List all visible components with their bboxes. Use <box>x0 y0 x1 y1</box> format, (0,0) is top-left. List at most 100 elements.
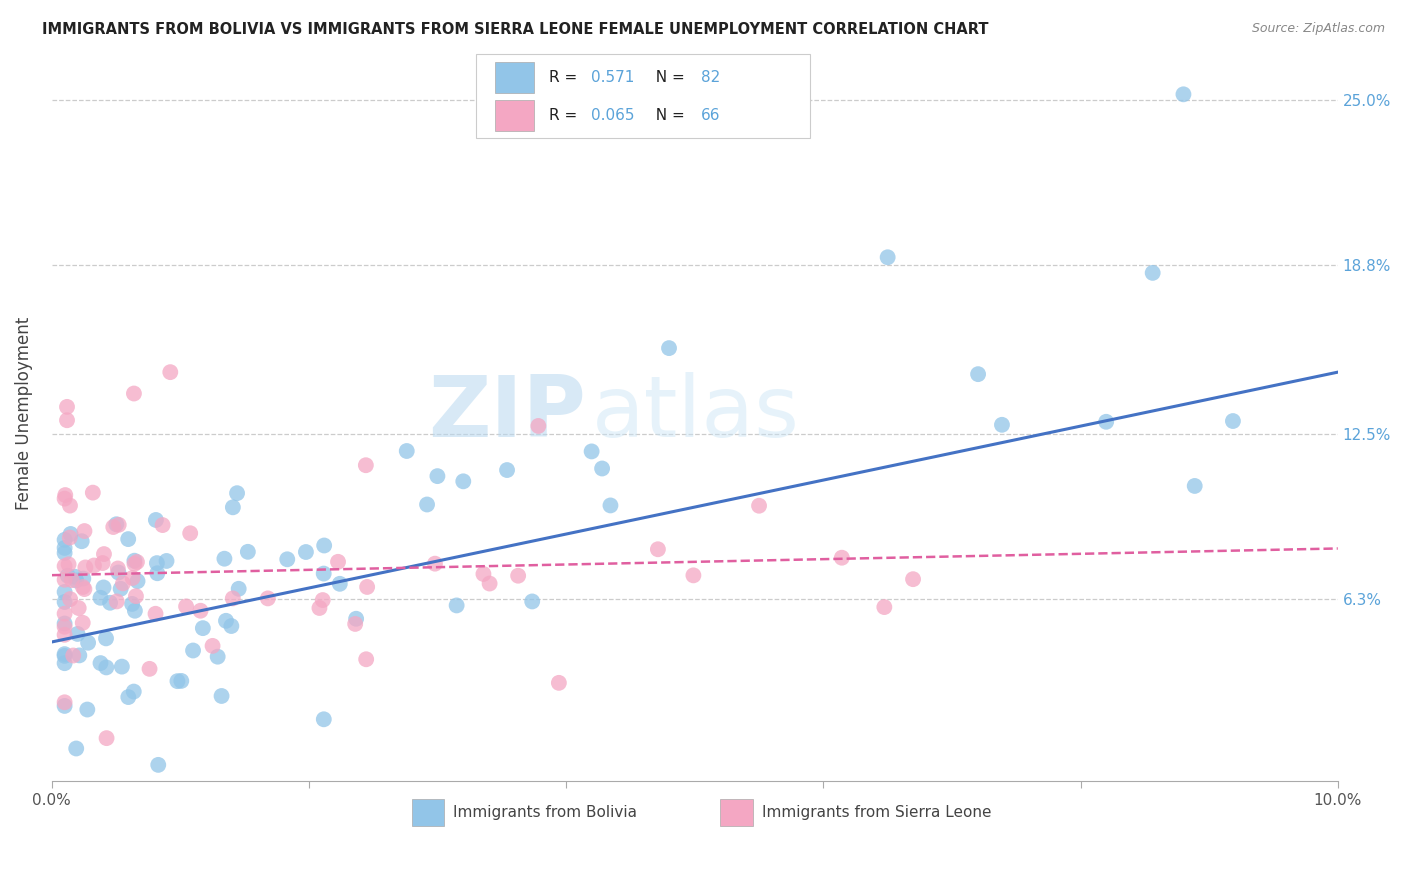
Point <box>831 550 853 565</box>
Point <box>53 695 76 709</box>
Point <box>111 659 134 673</box>
Text: IMMIGRANTS FROM BOLIVIA VS IMMIGRANTS FROM SIERRA LEONE FEMALE UNEMPLOYMENT CORR: IMMIGRANTS FROM BOLIVIA VS IMMIGRANTS FR… <box>42 22 988 37</box>
Point <box>547 676 569 690</box>
Point <box>152 518 174 533</box>
Point <box>423 557 446 571</box>
FancyBboxPatch shape <box>477 54 810 138</box>
Point <box>110 582 132 596</box>
Point <box>453 475 475 489</box>
Point <box>191 621 214 635</box>
Point <box>72 572 94 586</box>
Point <box>70 534 93 549</box>
Point <box>53 647 76 661</box>
Point <box>146 566 169 581</box>
Y-axis label: Female Unemployment: Female Unemployment <box>15 317 32 510</box>
Point <box>228 582 250 596</box>
Point <box>682 568 704 582</box>
Point <box>122 386 145 401</box>
Point <box>155 554 177 568</box>
Text: R =: R = <box>550 108 582 123</box>
Bar <box>495 100 534 131</box>
Point <box>426 469 449 483</box>
Point <box>75 560 97 574</box>
Point <box>66 627 89 641</box>
Point <box>146 556 169 570</box>
Point <box>591 461 613 475</box>
Point <box>1222 414 1244 428</box>
Point <box>472 566 495 581</box>
Point <box>73 582 96 596</box>
Point <box>446 599 468 613</box>
Point <box>53 607 76 621</box>
Point <box>107 561 129 575</box>
Point <box>329 576 352 591</box>
Text: 0.065: 0.065 <box>591 108 634 123</box>
Point <box>53 585 76 599</box>
Point <box>122 684 145 698</box>
Point <box>73 524 96 538</box>
Point <box>354 652 377 666</box>
Point <box>496 463 519 477</box>
Point <box>111 576 134 591</box>
Text: Immigrants from Bolivia: Immigrants from Bolivia <box>453 805 637 820</box>
Point <box>67 601 90 615</box>
Point <box>145 513 167 527</box>
Point <box>59 499 82 513</box>
Point <box>67 648 90 663</box>
Point <box>53 546 76 560</box>
Point <box>124 554 146 568</box>
Point <box>748 499 770 513</box>
Point <box>72 580 94 594</box>
Point <box>53 488 76 502</box>
Point <box>312 712 335 726</box>
Point <box>967 367 990 381</box>
Point <box>508 568 530 582</box>
Point <box>354 458 377 473</box>
Point <box>65 574 87 588</box>
Point <box>72 615 94 630</box>
Point <box>94 632 117 646</box>
Point <box>991 417 1014 432</box>
Point <box>121 597 143 611</box>
Point <box>58 558 80 572</box>
Point <box>89 591 111 605</box>
Point <box>222 591 245 606</box>
Point <box>125 589 148 603</box>
Point <box>181 643 204 657</box>
Point <box>148 757 170 772</box>
Point <box>53 698 76 713</box>
Point <box>53 628 76 642</box>
Text: N =: N = <box>645 70 689 86</box>
Text: 66: 66 <box>702 108 721 123</box>
Point <box>53 559 76 574</box>
Point <box>478 576 501 591</box>
Point <box>599 499 621 513</box>
Point <box>53 541 76 555</box>
Point <box>117 690 139 704</box>
Point <box>107 517 129 532</box>
Point <box>93 581 115 595</box>
Bar <box>720 798 752 827</box>
Point <box>65 741 87 756</box>
Point <box>124 557 146 571</box>
Text: Immigrants from Sierra Leone: Immigrants from Sierra Leone <box>762 805 991 820</box>
Point <box>53 595 76 609</box>
Point <box>215 614 238 628</box>
Point <box>89 656 111 670</box>
Point <box>581 444 603 458</box>
Point <box>166 674 188 689</box>
Point <box>179 526 201 541</box>
Point <box>105 517 128 532</box>
Point <box>876 250 898 264</box>
Point <box>1095 415 1118 429</box>
Point <box>221 619 243 633</box>
Point <box>326 555 349 569</box>
Point <box>312 593 335 607</box>
Point <box>658 341 681 355</box>
Point <box>145 607 167 621</box>
Point <box>60 573 83 587</box>
Point <box>276 552 298 566</box>
Point <box>53 620 76 634</box>
Point <box>647 542 669 557</box>
Point <box>295 545 318 559</box>
